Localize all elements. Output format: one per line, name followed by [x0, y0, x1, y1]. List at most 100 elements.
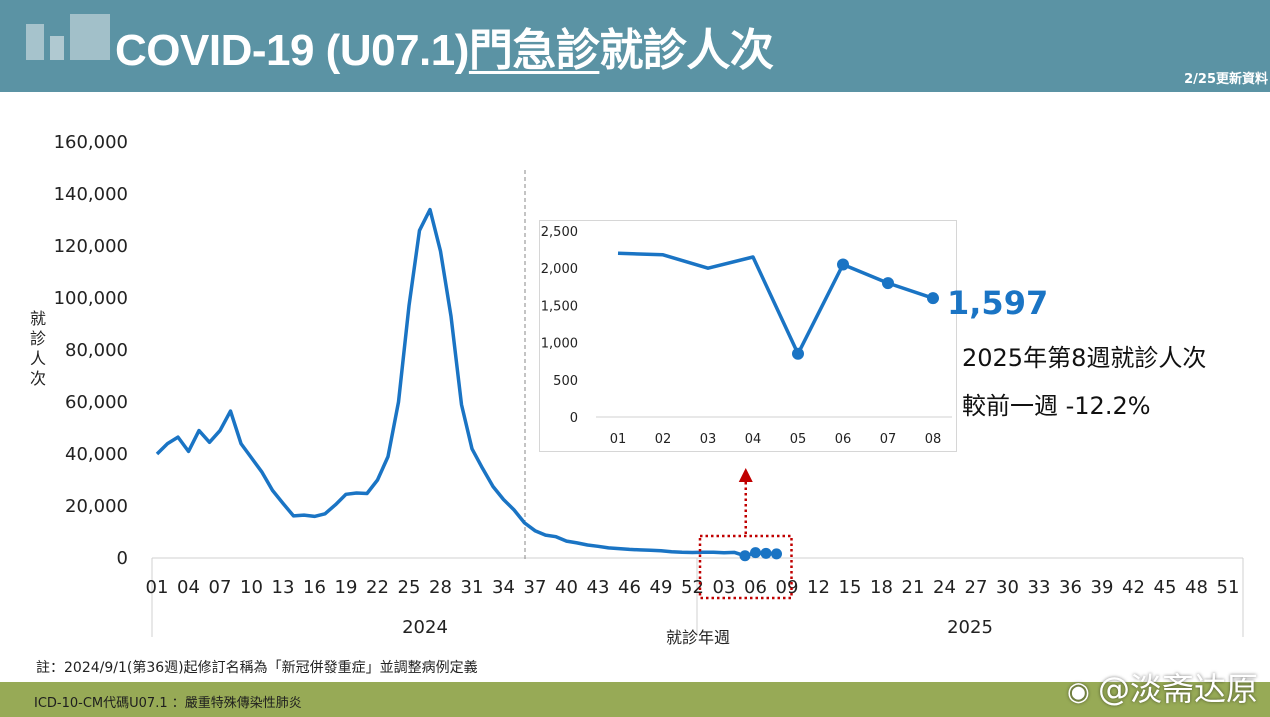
footnote: 註：2024/9/1(第36週)起修訂名稱為「新冠併發重症」並調整病例定義 — [36, 660, 478, 676]
logo-part — [70, 14, 110, 60]
y-tick-label: 140,000 — [54, 184, 128, 205]
page-title: COVID-19 (U07.1)門急診就診人次 — [115, 14, 774, 78]
inset-x-tick-label: 01 — [610, 432, 627, 447]
inset-y-tick-label: 1,000 — [541, 337, 578, 352]
x-tick-label: 33 — [1028, 577, 1051, 598]
y-tick-label: 120,000 — [54, 236, 128, 257]
year-labels: 2024 2025 — [402, 617, 993, 638]
x-tick-label: 07 — [209, 577, 232, 598]
y-tick-label: 100,000 — [54, 288, 128, 309]
data-point — [739, 550, 751, 562]
data-point — [760, 547, 772, 559]
x-tick-label: 04 — [177, 577, 200, 598]
inset-data-point — [792, 347, 804, 360]
inset-x-tick-label: 05 — [790, 432, 807, 447]
x-tick-label: 31 — [461, 577, 484, 598]
logo-part — [50, 36, 64, 60]
y-tick-label: 80,000 — [65, 340, 128, 361]
logo — [26, 24, 44, 60]
x-tick-label: 39 — [1091, 577, 1114, 598]
inset-x-tick-label: 06 — [835, 432, 852, 447]
inset-series — [617, 251, 939, 360]
inset-x-axis: 01 02 03 04 05 06 07 08 — [596, 416, 952, 447]
title-suffix: 就診人次 — [599, 26, 774, 75]
highlight-box — [698, 468, 793, 600]
y-tick-label: 60,000 — [65, 392, 128, 413]
x-tick-label: 06 — [744, 577, 767, 598]
x-tick-label: 45 — [1154, 577, 1177, 598]
inset-data-point — [927, 292, 939, 305]
y-axis-label: 就診人次 — [30, 309, 46, 388]
inset-data-point — [882, 277, 894, 290]
inset-y-tick-label: 2,500 — [541, 225, 578, 240]
inset-y-tick-label: 1,500 — [541, 299, 578, 314]
x-tick-label: 28 — [429, 577, 452, 598]
inset-y-tick-label: 0 — [570, 411, 578, 426]
x-tick-label: 15 — [839, 577, 862, 598]
x-tick-label: 30 — [996, 577, 1019, 598]
series-path — [155, 207, 777, 558]
x-tick-label: 48 — [1185, 577, 1208, 598]
x-tick-label: 12 — [807, 577, 830, 598]
arrow-head-icon — [738, 468, 753, 482]
weibo-icon: ◉ — [1067, 677, 1098, 707]
main-chart: 0 20,000 40,000 60,000 80,000 100,000 120,000 1… — [30, 132, 1244, 647]
inset-data-point — [837, 258, 849, 271]
x-tick-label: 13 — [272, 577, 295, 598]
y-tick-label: 160,000 — [54, 132, 128, 153]
inset-x-tick-label: 04 — [745, 432, 762, 447]
x-tick-label: 36 — [1059, 577, 1082, 598]
inset-y-axis: 0 500 1,000 1,500 2,000 2,500 — [541, 225, 578, 426]
x-tick-label: 27 — [965, 577, 988, 598]
x-tick-label: 19 — [335, 577, 358, 598]
x-tick-label: 09 — [776, 577, 799, 598]
x-tick-label: 51 — [1217, 577, 1240, 598]
x-tick-label: 34 — [492, 577, 515, 598]
inset-series-path — [617, 251, 934, 356]
year-label: 2025 — [947, 617, 993, 638]
highlight-rect — [698, 534, 793, 600]
watermark-text: @淡斋达原 — [1097, 670, 1258, 708]
update-note: 2/25更新資料 — [1184, 72, 1268, 87]
x-tick-label: 49 — [650, 577, 673, 598]
y-axis-label-char: 診 — [30, 329, 46, 348]
inset-x-tick-label: 07 — [880, 432, 897, 447]
main-x-axis: 01 04 07 10 13 16 19 22 25 28 31 34 37 40 43 46 49 52 03 06… — [146, 557, 1244, 637]
x-tick-label: 21 — [902, 577, 925, 598]
inset-x-tick-label: 03 — [700, 432, 717, 447]
title-prefix: COVID-19 (U07.1) — [115, 26, 469, 75]
inset-x-tick-label: 02 — [655, 432, 672, 447]
x-tick-label: 42 — [1122, 577, 1145, 598]
title-underlined: 門急診 — [468, 26, 600, 75]
callout-change: 較前一週 -12.2% — [962, 392, 1151, 420]
y-tick-label: 0 — [117, 548, 128, 569]
footer-text: ICD-10-CM代碼U07.1 ：嚴重特殊傳染性肺炎 — [34, 696, 302, 711]
x-tick-label: 25 — [398, 577, 421, 598]
y-tick-label: 20,000 — [65, 496, 128, 517]
y-axis-label-char: 就 — [30, 309, 46, 328]
data-point — [771, 548, 782, 560]
x-tick-label: 03 — [713, 577, 736, 598]
series-line — [155, 207, 782, 562]
x-tick-label: 46 — [618, 577, 641, 598]
x-tick-label: 37 — [524, 577, 547, 598]
x-tick-label: 24 — [933, 577, 956, 598]
inset-y-tick-label: 500 — [553, 374, 578, 389]
main-y-axis: 0 20,000 40,000 60,000 80,000 100,000 120,000 1… — [54, 132, 128, 569]
year-label: 2024 — [402, 617, 448, 638]
x-tick-label: 01 — [146, 577, 169, 598]
x-axis-label: 就診年週 — [666, 628, 730, 647]
y-tick-label: 40,000 — [65, 444, 128, 465]
x-tick-label: 40 — [555, 577, 578, 598]
x-tick-label: 10 — [240, 577, 263, 598]
callout-week-label: 2025年第8週就診人次 — [962, 344, 1207, 372]
watermark: ◉ @淡斋达原 — [1067, 664, 1258, 710]
inset-x-tick-label: 08 — [925, 432, 942, 447]
data-point — [750, 547, 761, 559]
x-tick-label: 18 — [870, 577, 893, 598]
latest-value: 1,597 — [947, 284, 1049, 322]
x-tick-label: 43 — [587, 577, 610, 598]
y-axis-label-char: 次 — [30, 369, 46, 388]
inset-y-tick-label: 2,000 — [541, 262, 578, 277]
